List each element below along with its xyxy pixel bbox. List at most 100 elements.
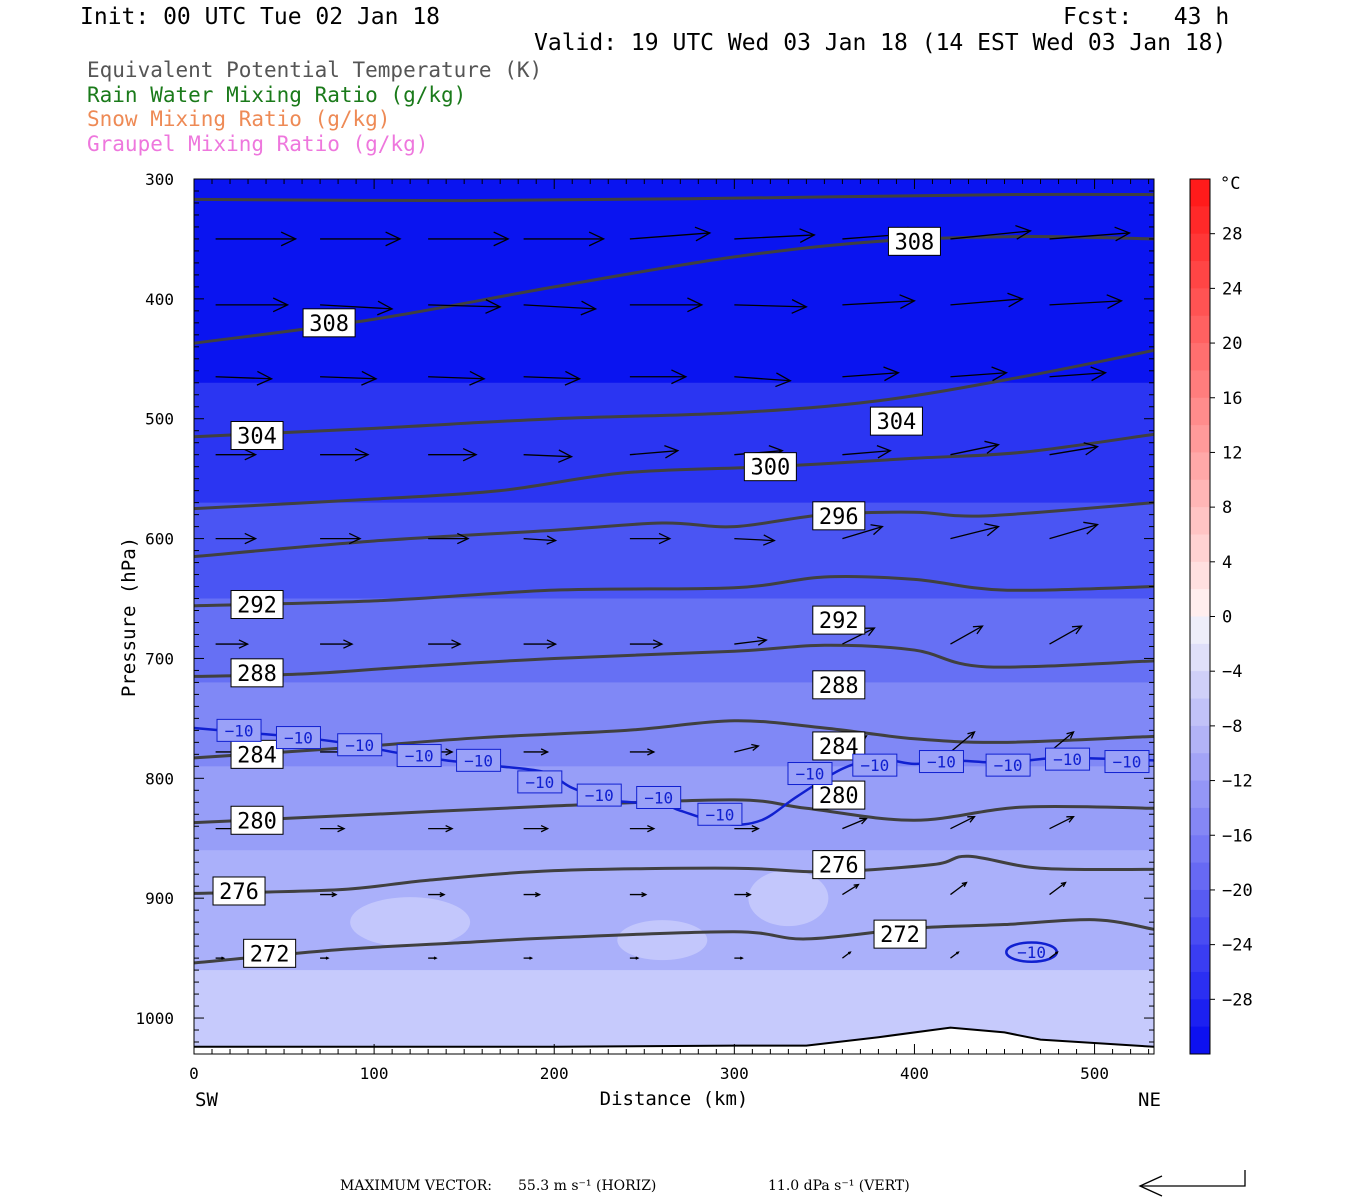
wind-vector-head <box>221 956 226 960</box>
wind-vector <box>1049 625 1082 645</box>
wind-vector <box>950 230 1031 240</box>
wind-vector-head <box>540 748 550 756</box>
wind-vector-head <box>847 951 852 955</box>
theta-e-label: 308 <box>309 312 349 337</box>
wind-vector <box>629 232 710 240</box>
colorbar-segment <box>1190 288 1210 317</box>
wind-vector <box>1049 951 1058 959</box>
colorbar-label: 16 <box>1222 389 1242 409</box>
wind-vector-head <box>687 297 704 313</box>
wind-vector <box>950 625 983 645</box>
wind-vector <box>842 372 899 378</box>
colorbar-label: −24 <box>1222 936 1253 956</box>
wind-vector-head <box>1083 521 1099 535</box>
theta-e-contour <box>194 574 1154 608</box>
minus10-label: −10 <box>927 753 956 772</box>
minus10-label: −10 <box>860 756 889 775</box>
wind-vector <box>950 816 975 830</box>
wind-vector-head <box>694 226 712 242</box>
wind-vector-head <box>439 891 446 898</box>
wind-vector <box>428 304 501 308</box>
theta-e-contour <box>194 643 1154 678</box>
colorbar-segment <box>1190 753 1210 782</box>
theta-e-label-box <box>812 501 866 531</box>
wind-vector <box>1049 816 1074 830</box>
temperature-patch <box>748 870 829 927</box>
theta-e-contour <box>194 918 1154 965</box>
theta-e-label-box <box>230 421 284 451</box>
wind-vector-head <box>1060 881 1067 888</box>
wind-vector-head <box>244 532 258 545</box>
wind-vector-head <box>1066 815 1075 823</box>
colorbar-segment <box>1190 917 1210 946</box>
field-label-theta-e: Equivalent Potential Temperature (K) <box>87 58 543 82</box>
theta-e-label: 280 <box>819 784 859 809</box>
colorbar-label: 24 <box>1222 279 1242 299</box>
colorbar-segment <box>1190 698 1210 727</box>
wind-vector <box>629 450 678 456</box>
wind-vector <box>734 234 815 240</box>
wind-vector <box>950 951 959 959</box>
forecast-hour: Fcst: 43 h <box>1063 4 1230 30</box>
wind-vector <box>523 376 580 380</box>
minus10-label: −10 <box>464 751 493 770</box>
wind-vector-head <box>955 951 960 955</box>
wind-vector-head <box>540 824 550 833</box>
wind-vector <box>950 525 999 540</box>
minus10-label-box <box>456 748 502 772</box>
minus10-label: −10 <box>796 765 825 784</box>
theta-e-contour <box>194 192 1154 203</box>
colorbar-segment <box>1190 343 1210 371</box>
wind-vector-head <box>652 639 664 649</box>
y-tick-label: 1000 <box>135 1009 174 1028</box>
x-tick-label: 500 <box>1080 1064 1109 1083</box>
wind-vector-head <box>647 824 656 833</box>
wind-vector-head <box>354 447 370 462</box>
wind-vector-head <box>433 956 438 960</box>
wind-vector-head <box>272 297 290 313</box>
wind-vector-head <box>1071 625 1083 635</box>
minus10-label: −10 <box>705 805 734 824</box>
y-tick-label: 600 <box>145 530 174 549</box>
wind-vector-head <box>1106 294 1124 310</box>
x-tick-label: 300 <box>720 1064 749 1083</box>
colorbar-segment <box>1190 425 1210 453</box>
colorbar-segment <box>1190 452 1210 481</box>
colorbar-segment <box>1190 643 1210 672</box>
wind-vector-head <box>961 881 968 888</box>
minus10-label-box <box>697 802 743 826</box>
wind-vector-head <box>1015 224 1032 240</box>
y-tick-label: 500 <box>145 410 174 429</box>
colorbar-label: 4 <box>1222 553 1232 573</box>
wind-vector-head <box>859 817 868 825</box>
colorbar-label: 20 <box>1222 334 1242 354</box>
colorbar-segment <box>1190 944 1210 973</box>
minus10-label-box <box>1104 750 1150 774</box>
wind-vector-head <box>445 824 454 833</box>
theta-e-label-box <box>812 780 866 810</box>
reference-vector-head <box>1138 1175 1163 1197</box>
theta-e-contour <box>194 234 1154 345</box>
theta-e-label: 276 <box>219 880 259 905</box>
theta-e-label: 280 <box>237 809 277 834</box>
wind-vector <box>1049 882 1066 896</box>
theta-e-label: 308 <box>895 230 935 255</box>
x-tick-label: 0 <box>189 1064 199 1083</box>
minus10-label: −10 <box>525 773 554 792</box>
wind-vector-head <box>457 532 470 545</box>
theta-e-label: 272 <box>880 923 920 948</box>
theta-e-label: 296 <box>819 505 859 530</box>
wind-vector <box>842 884 859 896</box>
minus10-label: −10 <box>644 788 673 807</box>
temperature-band <box>194 502 1154 600</box>
wind-vector <box>842 627 875 645</box>
field-label-rain: Rain Water Mixing Ratio (g/kg) <box>87 83 467 107</box>
wind-vector-head <box>580 300 598 316</box>
y-tick-label: 300 <box>145 170 174 189</box>
theta-e-contour <box>194 501 1154 559</box>
wind-vector-head <box>757 636 768 646</box>
wind-vector-head <box>984 440 1000 454</box>
theta-e-label-box <box>873 919 927 949</box>
temperature-patch <box>350 897 471 948</box>
theta-e-label-box <box>887 226 941 256</box>
